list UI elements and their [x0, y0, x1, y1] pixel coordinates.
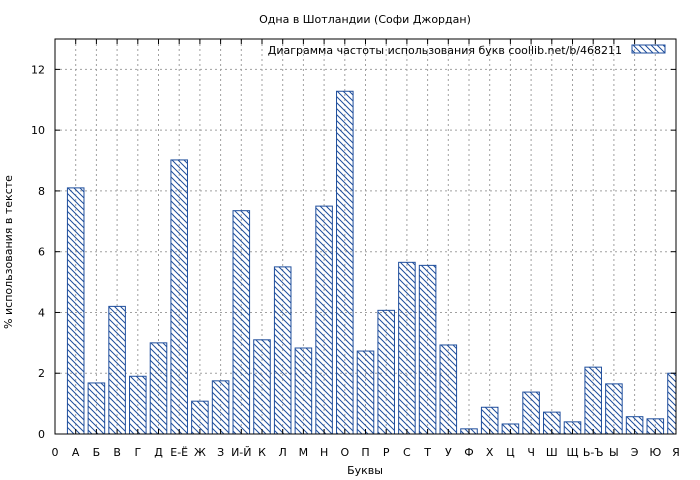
bar-К — [253, 339, 271, 435]
x-tick-label: Л — [279, 446, 287, 459]
legend: Диаграмма частоты использования букв coo… — [268, 44, 666, 57]
x-tick-label: О — [340, 446, 349, 459]
x-tick-label: Я — [672, 446, 680, 459]
bar-Н — [315, 205, 333, 435]
y-tick-label: 8 — [38, 185, 45, 198]
bar-О — [336, 90, 354, 435]
x-tick-label: Э — [631, 446, 639, 459]
bar-Л — [273, 266, 292, 435]
x-tick-label: Т — [423, 446, 431, 459]
y-axis-label: % использования в тексте — [2, 175, 15, 329]
x-tick-label: Ч — [527, 446, 535, 459]
bar-Б — [87, 382, 106, 435]
bar-У — [439, 344, 458, 435]
x-tick-label: Д — [154, 446, 163, 459]
axes — [54, 38, 677, 435]
x-tick-label: П — [361, 446, 369, 459]
x-tick-label: И-Й — [231, 446, 251, 459]
x-tick-labels: 0 А Б В Г Д Е-Ё Ж З И-Й К Л М Н О П Р С Т У Ф Х Ц Ч Ш Щ Ь-Ъ Ы Э Ю Я — [52, 446, 680, 459]
x-tick-label: Ф — [464, 446, 473, 459]
bar-П — [356, 350, 375, 435]
bar-Ч — [522, 391, 540, 435]
x-tick-label: Ы — [609, 446, 619, 459]
x-tick-label: А — [72, 446, 80, 459]
bar-Е-Ё — [170, 159, 188, 435]
x-tick-label: Х — [486, 446, 494, 459]
bar-З — [211, 380, 230, 435]
x-tick-label: У — [445, 446, 452, 459]
bar-Ь-Ъ — [584, 366, 602, 435]
y-tick-label: 4 — [38, 306, 45, 319]
x-tick-label: Е-Ё — [170, 446, 188, 459]
x-tick-label: Щ — [566, 446, 578, 459]
x-tick-label: С — [403, 446, 411, 459]
bar-И-Й — [232, 210, 251, 435]
x-tick-label: Б — [93, 446, 101, 459]
y-tick-labels: 0 2 4 6 8 10 12 — [31, 63, 45, 441]
x-tick-label: В — [113, 446, 121, 459]
x-tick-label: З — [217, 446, 224, 459]
y-tick-label: 12 — [31, 63, 45, 76]
bar-Ы — [605, 383, 623, 435]
bar-Я — [667, 372, 677, 435]
bar-Г — [129, 375, 147, 435]
y-tick-label: 6 — [38, 246, 45, 259]
bar-Д — [149, 342, 168, 435]
grid-lines — [55, 39, 676, 434]
bars — [66, 90, 677, 435]
bar-А — [66, 187, 85, 435]
y-tick-label: 0 — [38, 428, 45, 441]
y-tick-label: 10 — [31, 124, 45, 137]
x-tick-label: 0 — [52, 446, 59, 459]
x-tick-label: Ж — [194, 446, 206, 459]
x-tick-label: Ц — [506, 446, 515, 459]
x-tick-label: М — [299, 446, 309, 459]
plot-frame — [54, 38, 677, 435]
x-tick-label: К — [258, 446, 266, 459]
x-tick-label: Ю — [649, 446, 661, 459]
y-tick-label: 2 — [38, 367, 45, 380]
chart-title: Одна в Шотландии (Софи Джордан) — [259, 13, 471, 26]
x-tick-label: Н — [320, 446, 328, 459]
bar-С — [398, 261, 416, 435]
x-tick-label: Р — [383, 446, 390, 459]
x-tick-label: Ь-Ъ — [583, 446, 604, 459]
x-tick-label: Ш — [546, 446, 558, 459]
bar-Р — [377, 309, 395, 435]
legend-label: Диаграмма частоты использования букв coo… — [268, 44, 622, 57]
bar-М — [294, 347, 313, 435]
legend-swatch — [631, 44, 666, 54]
bar-В — [108, 305, 126, 435]
x-tick-label: Г — [134, 446, 141, 459]
bar-Т — [418, 264, 437, 435]
x-axis-label: Буквы — [347, 464, 383, 477]
